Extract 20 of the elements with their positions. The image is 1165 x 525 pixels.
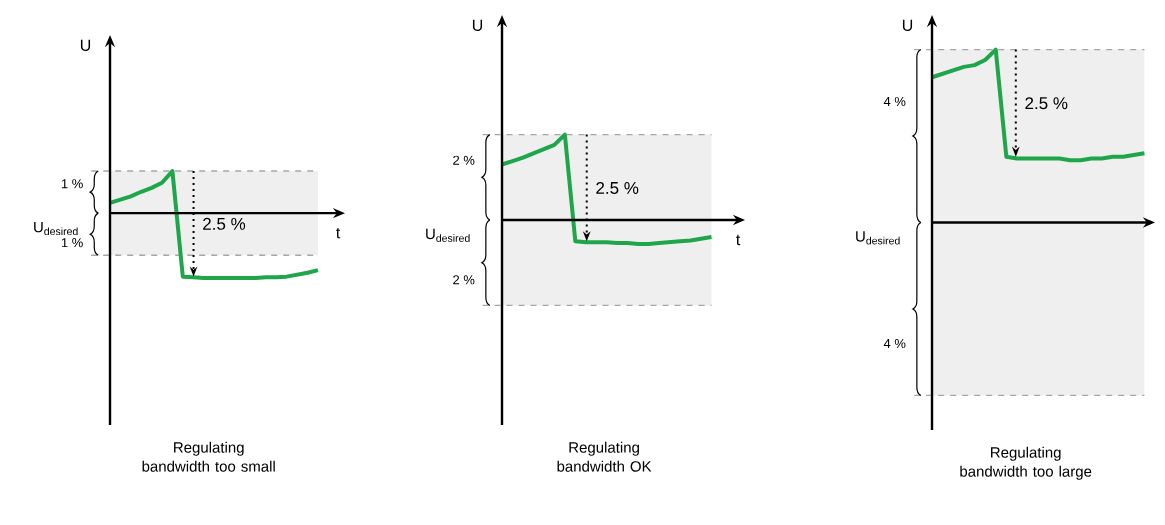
text: U$_{desired}$: [34, 221, 78, 236]
annotation: 2.5 %: [1025, 97, 1068, 110]
text: Regulating bandwidth too large: [960, 446, 1092, 480]
text: Regulating bandwidth too small: [142, 441, 275, 472]
y-axis-title: U: [902, 19, 913, 31]
band-label: 2 %: [453, 155, 475, 165]
x-axis-title: t: [736, 234, 741, 246]
text: Regulating bandwidth OK: [557, 441, 652, 472]
y-axis-title: U: [472, 19, 483, 31]
text: U$_{desired}$: [426, 228, 470, 242]
band-label: 4 %: [883, 339, 906, 349]
annotation: 2.5 %: [203, 217, 246, 230]
annotation: 2.5 %: [596, 181, 639, 194]
band-label: 1 %: [61, 238, 83, 248]
band-label: 4 %: [883, 96, 906, 106]
text: U$_{desired}$: [856, 231, 900, 245]
band-label: 1 %: [61, 179, 83, 189]
band-label: 2 %: [453, 275, 475, 285]
x-axis-title: t: [336, 227, 341, 239]
y-axis-title: U: [80, 39, 91, 51]
